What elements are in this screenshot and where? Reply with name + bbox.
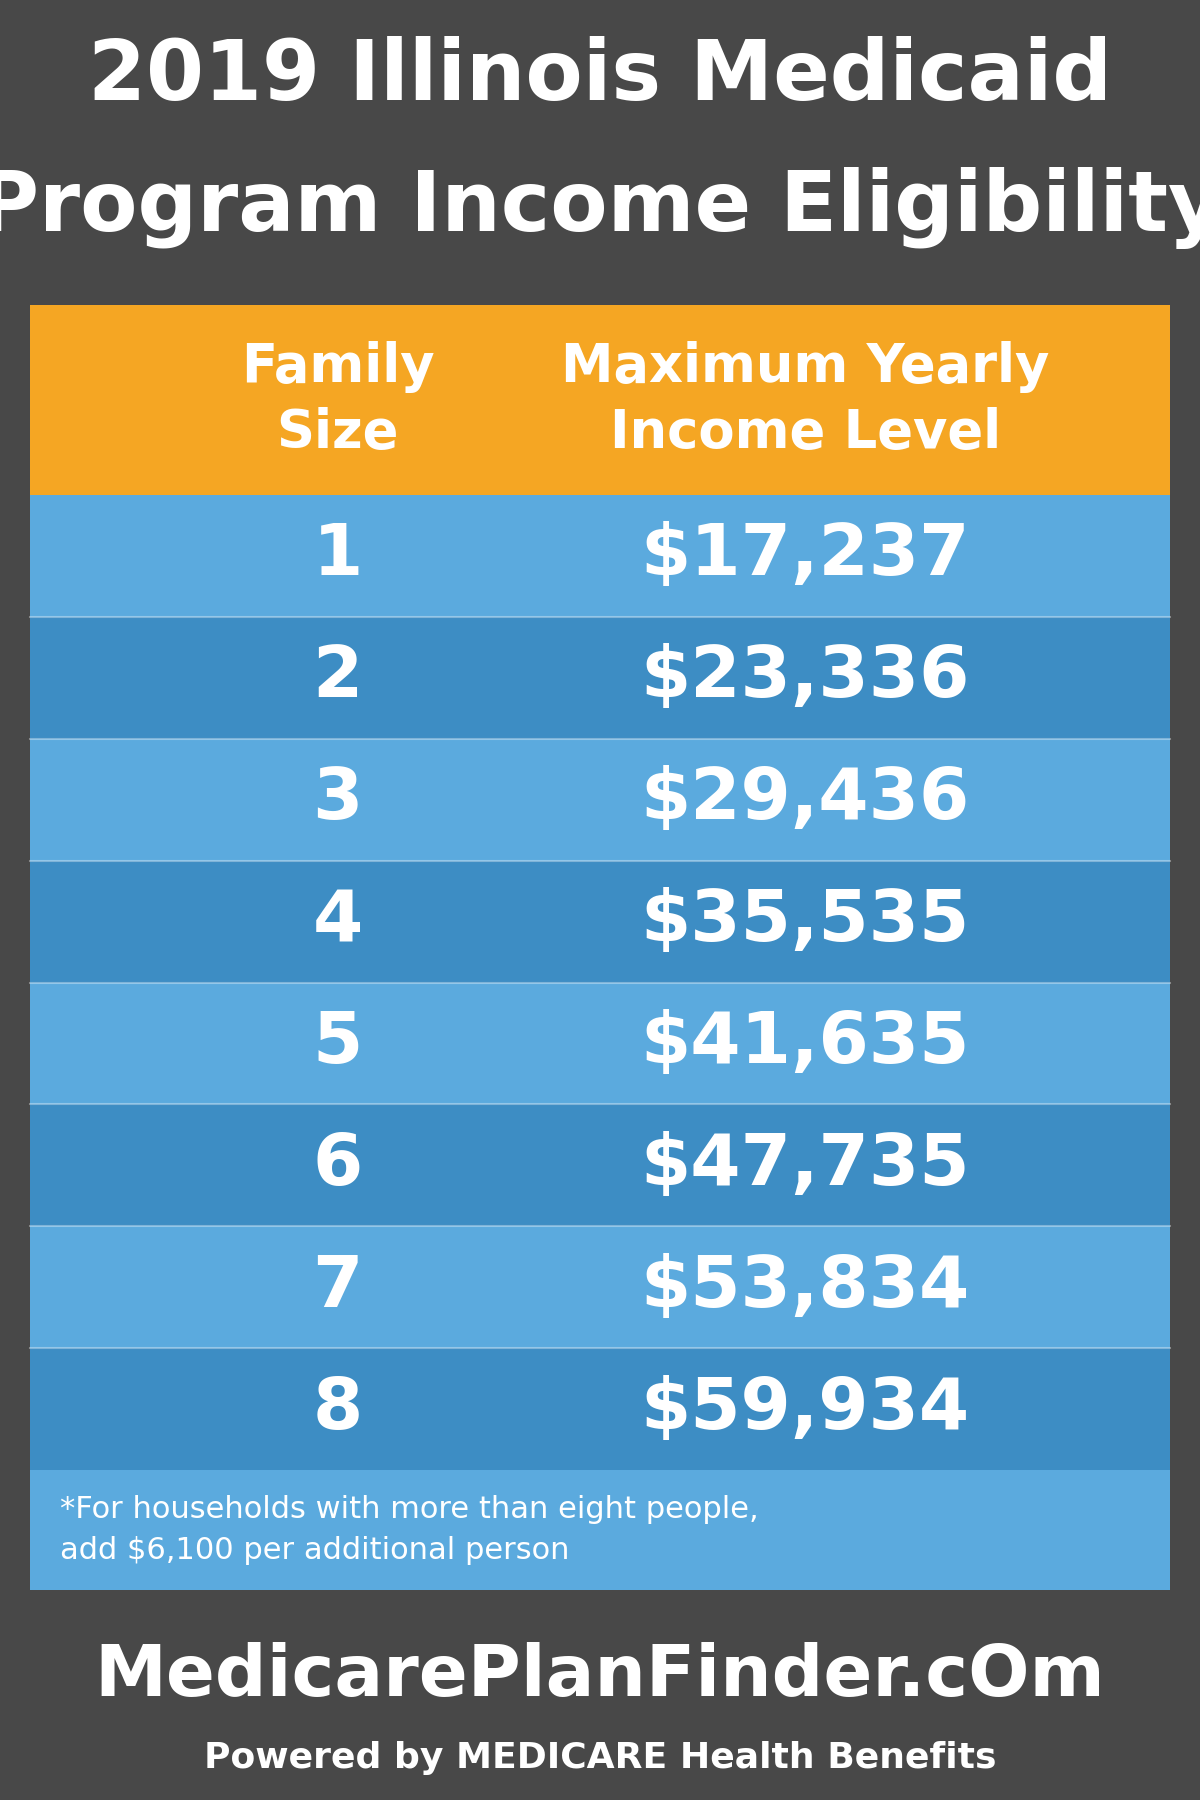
Text: Maximum Yearly
Income Level: Maximum Yearly Income Level <box>562 340 1049 459</box>
Text: $47,735: $47,735 <box>641 1130 970 1201</box>
Bar <box>30 860 1170 983</box>
Bar <box>30 495 1170 617</box>
Bar <box>30 1471 1170 1589</box>
Text: MedicarePlanFinder.cOm: MedicarePlanFinder.cOm <box>95 1642 1105 1712</box>
Text: 8: 8 <box>313 1375 362 1444</box>
Text: $59,934: $59,934 <box>641 1375 970 1444</box>
Text: 2: 2 <box>313 643 362 713</box>
Text: 5: 5 <box>313 1010 362 1078</box>
Text: $53,834: $53,834 <box>641 1253 970 1321</box>
Bar <box>30 304 1170 1589</box>
Bar <box>30 1226 1170 1348</box>
Text: Family
Size: Family Size <box>241 340 434 459</box>
Text: 7: 7 <box>313 1253 362 1321</box>
Text: Powered by MEDICARE Health Benefits: Powered by MEDICARE Health Benefits <box>204 1741 996 1775</box>
Bar <box>30 304 1170 495</box>
Bar <box>30 1348 1170 1471</box>
Bar <box>30 617 1170 738</box>
Text: $35,535: $35,535 <box>641 887 970 956</box>
Bar <box>30 738 1170 860</box>
Text: 6: 6 <box>313 1130 362 1201</box>
Text: Program Income Eligibility: Program Income Eligibility <box>0 167 1200 248</box>
Bar <box>0 0 1200 284</box>
Text: 3: 3 <box>313 765 362 833</box>
Bar <box>30 1105 1170 1226</box>
Text: $29,436: $29,436 <box>641 765 970 833</box>
Bar <box>0 1609 1200 1800</box>
Bar <box>30 983 1170 1105</box>
Text: $41,635: $41,635 <box>641 1010 970 1078</box>
Text: 1: 1 <box>313 522 362 590</box>
Text: $23,336: $23,336 <box>641 643 970 713</box>
Text: $17,237: $17,237 <box>641 522 970 590</box>
Text: 2019 Illinois Medicaid: 2019 Illinois Medicaid <box>88 36 1112 117</box>
Text: 4: 4 <box>313 887 362 956</box>
Text: *For households with more than eight people,
add $6,100 per additional person: *For households with more than eight peo… <box>60 1496 758 1564</box>
